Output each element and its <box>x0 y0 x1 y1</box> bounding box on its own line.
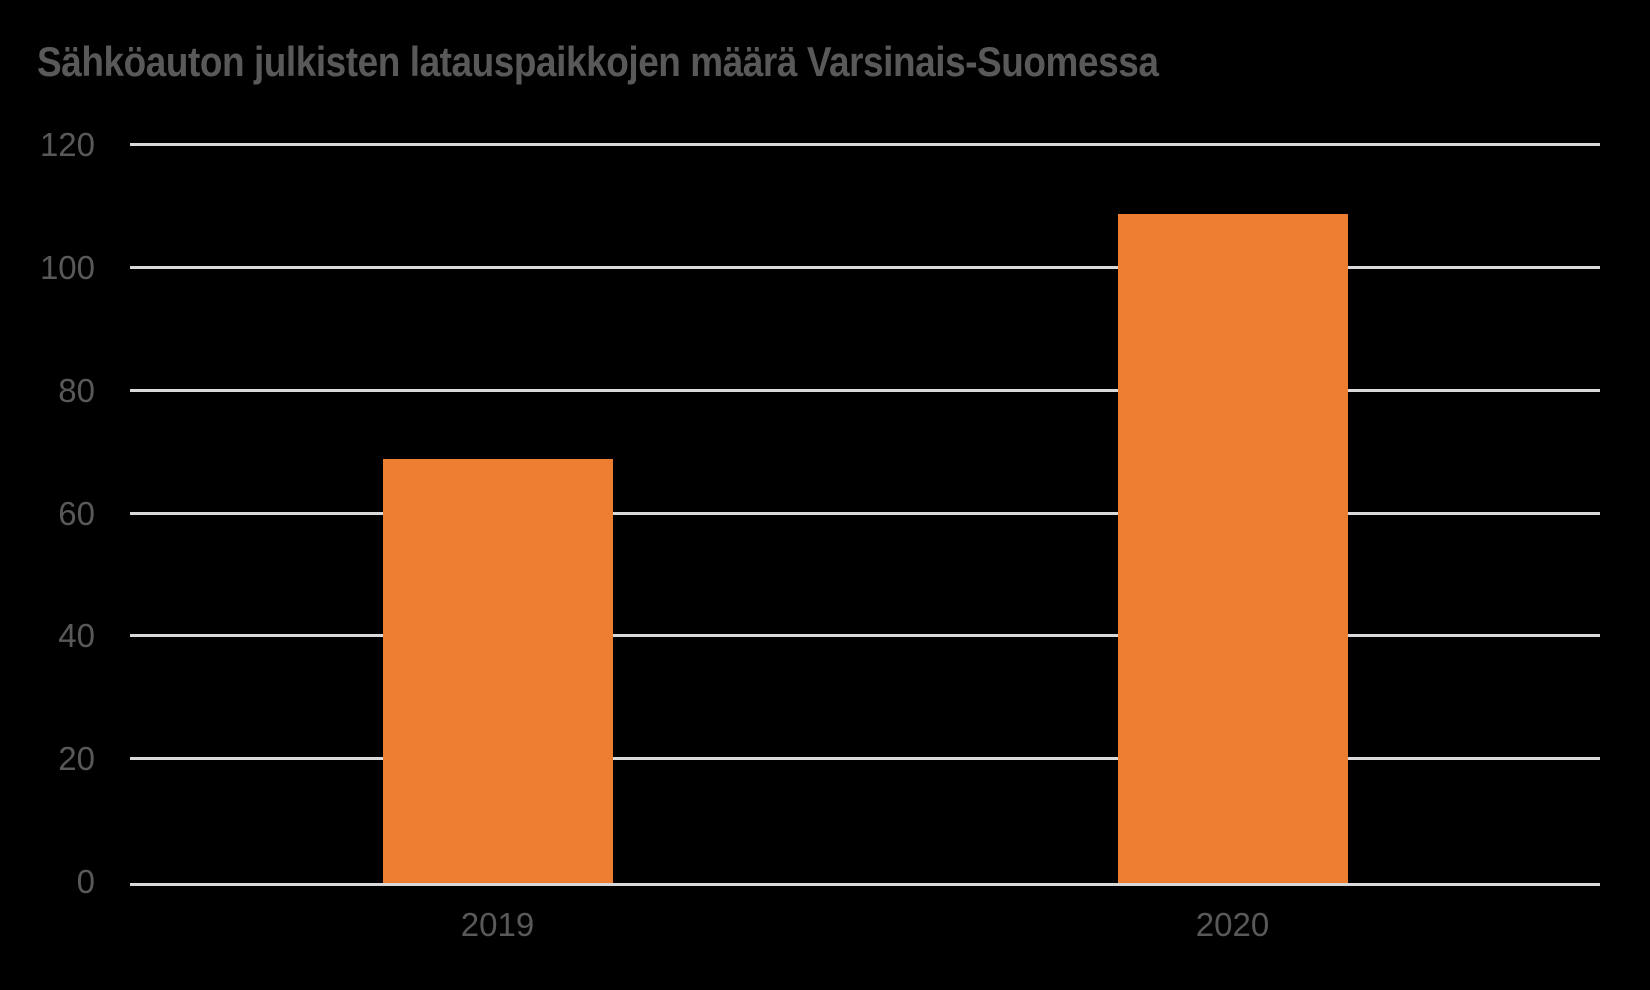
y-tick-label-40: 40 <box>58 617 95 655</box>
gridline-60 <box>130 511 1600 515</box>
gridline-20 <box>130 757 1600 761</box>
y-tick-label-60: 60 <box>58 494 95 532</box>
gridline-80 <box>130 388 1600 392</box>
gridline-100 <box>130 265 1600 269</box>
chart-title: Sähköauton julkisten latauspaikkojen mää… <box>37 38 1159 85</box>
y-tick-label-80: 80 <box>58 371 95 409</box>
y-tick-label-120: 120 <box>39 126 95 163</box>
y-tick-label-20: 20 <box>58 740 95 778</box>
x-tick-label-2020: 2020 <box>1195 906 1270 943</box>
y-tick-label-0: 0 <box>76 863 95 900</box>
y-tick-label-100: 100 <box>39 248 95 286</box>
bar-2019 <box>382 459 613 883</box>
gridline-40 <box>130 634 1600 638</box>
gridline-120 <box>130 143 1600 146</box>
x-tick-label-2019: 2019 <box>460 906 535 943</box>
x-axis-line <box>130 883 1600 886</box>
bar-2020 <box>1117 213 1348 883</box>
